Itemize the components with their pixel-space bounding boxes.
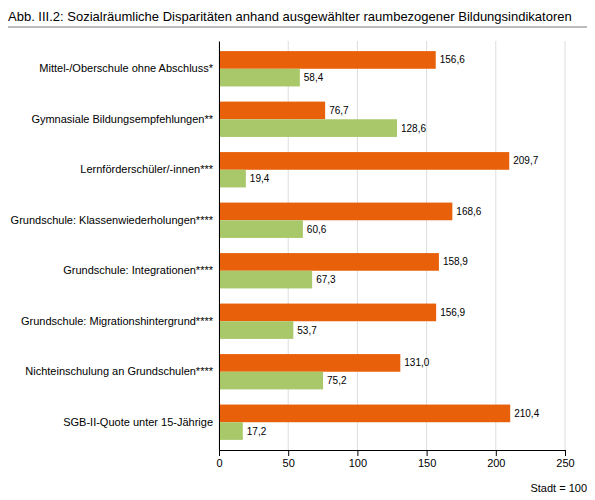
tick-label: Grundschule: Integrationen**** (63, 264, 214, 276)
tick-label: 0 (216, 457, 222, 469)
tick: 250 (556, 450, 574, 469)
tick-label: Grundschule: Klassenwiederholungen**** (11, 214, 214, 226)
data-label: 131,0 (404, 357, 429, 368)
bar (219, 354, 400, 372)
tick-mark (357, 450, 358, 456)
bar (219, 152, 509, 170)
annotation: Stadt = 100 (530, 482, 587, 494)
bar (219, 170, 246, 188)
tick-label: Lernförderschüler/-innen*** (80, 163, 213, 175)
tick: SGB-II-Quote unter 15-Jährige (63, 416, 213, 428)
tick: 50 (283, 450, 295, 469)
tick-label: 100 (349, 457, 367, 469)
axis-line (220, 451, 566, 457)
bar (219, 119, 397, 137)
bar (219, 220, 303, 238)
data-label: 67,3 (316, 274, 336, 285)
bar (219, 102, 325, 120)
tick-label: SGB-II-Quote unter 15-Jährige (63, 416, 213, 428)
plot: 210,4 131,0 156,9 158,9 168,6 209,7 76,7 156,6 1… (11, 41, 575, 469)
tick: Grundschule: Klassenwiederholungen**** (11, 214, 214, 226)
chart: Abb. III.2: Sozialräumliche Disparitäten… (0, 0, 595, 500)
data-label: 209,7 (513, 155, 538, 166)
data-label: 128,6 (401, 123, 426, 134)
data-label: 156,6 (440, 54, 465, 65)
grid (219, 41, 565, 450)
y-axis: SGB-II-Quote unter 15-Jährige Nichteinsch… (11, 42, 220, 451)
tick: Grundschule: Integrationen**** (63, 264, 214, 276)
grid-line (219, 41, 220, 450)
bar (219, 422, 243, 440)
tick-mark (288, 450, 289, 456)
data-label: 75,2 (327, 375, 347, 386)
tick-mark (219, 450, 220, 456)
tick-label: 50 (283, 457, 295, 469)
data-label: 168,6 (456, 206, 481, 217)
tick-label: Mittel-/Oberschule ohne Abschluss* (39, 62, 213, 74)
data-label: 210,4 (514, 408, 539, 419)
bars (219, 51, 510, 440)
data-label: 19,4 (250, 173, 270, 184)
data-label: 156,9 (440, 307, 465, 318)
bar (219, 69, 300, 87)
tick-mark (427, 450, 428, 456)
data-label: 76,7 (329, 105, 349, 116)
data-label: 17,2 (247, 426, 267, 437)
bar (219, 321, 293, 339)
tick: 200 (487, 450, 505, 469)
axis-line (219, 42, 220, 451)
tick: Mittel-/Oberschule ohne Abschluss* (39, 62, 213, 74)
bar (219, 304, 436, 322)
data-label: 60,6 (307, 224, 327, 235)
data-labels: 210,4 131,0 156,9 158,9 168,6 209,7 76,7 156,6 1… (247, 54, 540, 436)
bar (219, 51, 436, 69)
grid-line (495, 41, 496, 450)
tick-mark (565, 450, 566, 456)
tick-mark (496, 450, 497, 456)
tick: Gymnasiale Bildungsempfehlungen** (31, 113, 213, 125)
title-rule (8, 27, 587, 28)
tick-label: 250 (556, 457, 574, 469)
x-axis: 0 50 100 150 200 250 (216, 450, 574, 469)
tick: 100 (349, 450, 367, 469)
tick-label: Gymnasiale Bildungsempfehlungen** (31, 113, 213, 125)
tick-label: 150 (418, 457, 436, 469)
tick: 150 (418, 450, 436, 469)
title: Abb. III.2: Sozialräumliche Disparitäten… (8, 9, 572, 24)
tick-label: 200 (487, 457, 505, 469)
bar (219, 405, 510, 423)
tick-label: Nichteinschulung an Grundschulen**** (25, 365, 213, 377)
grid-line (357, 41, 358, 450)
data-label: 53,7 (297, 325, 317, 336)
bar (219, 253, 439, 271)
data-label: 58,4 (304, 72, 324, 83)
tick-label: Grundschule: Migrationshintergrund**** (21, 315, 214, 327)
grid-line (565, 41, 566, 450)
data-label: 158,9 (443, 256, 468, 267)
bar (219, 372, 323, 390)
tick: Nichteinschulung an Grundschulen**** (25, 365, 213, 377)
bar (219, 203, 452, 221)
tick: 0 (216, 450, 222, 469)
bar (219, 271, 312, 289)
grid-line (426, 41, 427, 450)
tick: Lernförderschüler/-innen*** (80, 163, 213, 175)
tick: Grundschule: Migrationshintergrund**** (21, 315, 214, 327)
